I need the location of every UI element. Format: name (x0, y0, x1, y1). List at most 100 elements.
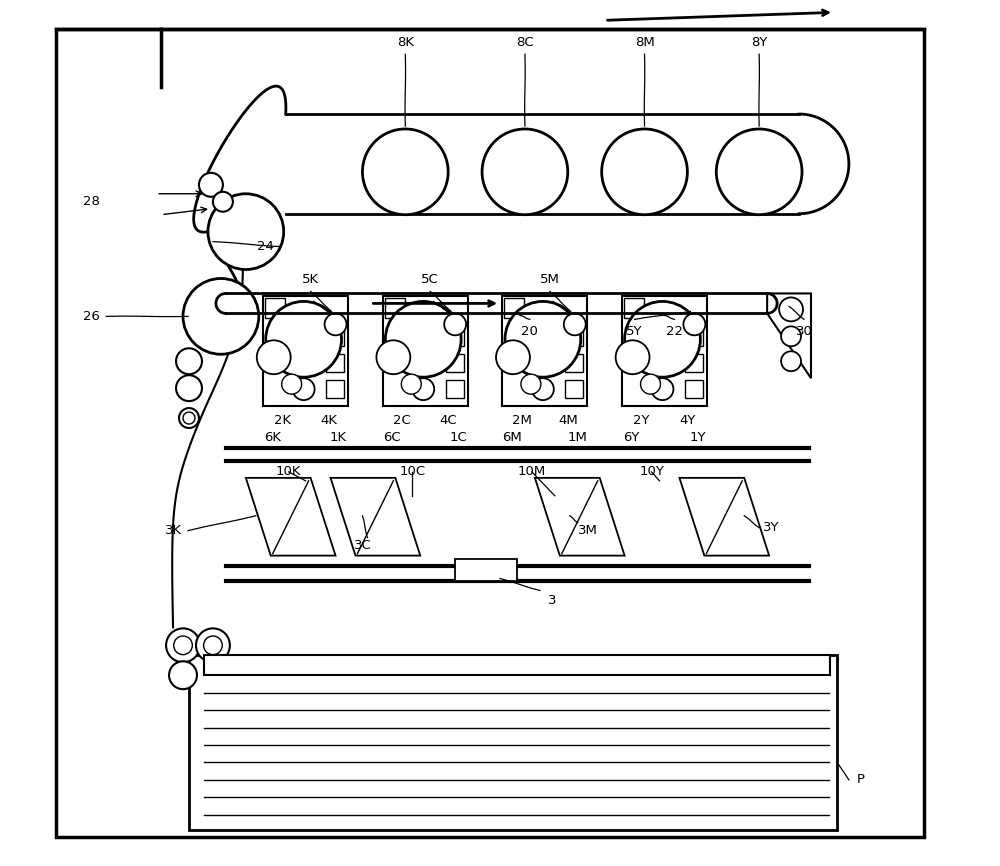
Bar (624, 299, 644, 319)
Bar (685, 328, 703, 346)
Circle shape (293, 378, 315, 400)
Circle shape (521, 374, 541, 394)
Text: 1M: 1M (568, 431, 588, 444)
Text: P: P (857, 773, 865, 786)
Text: 30: 30 (796, 325, 812, 338)
Text: 5C: 5C (421, 273, 439, 286)
Circle shape (444, 313, 466, 335)
Circle shape (781, 352, 801, 372)
Circle shape (183, 279, 259, 354)
Circle shape (385, 301, 461, 378)
Bar (446, 354, 464, 372)
Circle shape (779, 297, 803, 321)
Text: 6M: 6M (502, 431, 522, 444)
Bar (204, 656, 830, 675)
Circle shape (362, 129, 448, 215)
Bar (502, 296, 587, 406)
Bar (326, 354, 344, 372)
Text: 4K: 4K (320, 414, 337, 427)
Text: 22: 22 (666, 325, 683, 338)
Text: 1C: 1C (449, 431, 467, 444)
Circle shape (616, 340, 650, 374)
Circle shape (376, 340, 410, 374)
Bar (326, 328, 344, 346)
Bar (565, 328, 583, 346)
Polygon shape (679, 478, 769, 556)
Text: 2K: 2K (274, 414, 291, 427)
Circle shape (166, 629, 200, 662)
Text: 4C: 4C (439, 414, 457, 427)
Circle shape (652, 378, 673, 400)
Text: 26: 26 (83, 310, 100, 323)
Text: 3C: 3C (354, 540, 371, 553)
Circle shape (325, 313, 346, 335)
Circle shape (781, 326, 801, 346)
Circle shape (169, 662, 197, 689)
Text: 10K: 10K (276, 465, 301, 478)
Circle shape (564, 313, 586, 335)
Circle shape (208, 194, 284, 269)
Bar (504, 299, 524, 319)
Bar (56, 29, 924, 837)
Bar (565, 380, 583, 398)
Bar (622, 296, 707, 406)
Bar (385, 299, 405, 319)
Bar (326, 380, 344, 398)
Circle shape (204, 636, 222, 655)
Bar (383, 296, 468, 406)
Circle shape (683, 313, 705, 335)
Text: 3: 3 (548, 594, 556, 607)
Text: 24: 24 (257, 240, 274, 253)
Bar (446, 380, 464, 398)
Text: 8C: 8C (516, 36, 534, 48)
Text: 4M: 4M (558, 414, 578, 427)
Text: 4Y: 4Y (679, 414, 696, 427)
Bar (565, 354, 583, 372)
Text: 10C: 10C (399, 465, 425, 478)
Circle shape (176, 348, 202, 374)
Text: 3Y: 3Y (763, 521, 779, 534)
Circle shape (716, 129, 802, 215)
Circle shape (199, 173, 223, 197)
Circle shape (482, 129, 568, 215)
Circle shape (179, 408, 199, 428)
Circle shape (282, 374, 302, 394)
Text: 5M: 5M (540, 273, 560, 286)
Text: 10M: 10M (518, 465, 546, 478)
Text: 6Y: 6Y (623, 431, 640, 444)
Text: 3M: 3M (578, 524, 598, 537)
Text: 3K: 3K (164, 524, 182, 537)
Text: 2C: 2C (393, 414, 411, 427)
Circle shape (196, 629, 230, 662)
Circle shape (266, 301, 342, 378)
Circle shape (213, 191, 233, 211)
Text: 2M: 2M (512, 414, 532, 427)
Circle shape (641, 374, 660, 394)
Bar (265, 299, 285, 319)
Circle shape (174, 636, 192, 655)
Bar (263, 296, 348, 406)
Circle shape (401, 374, 421, 394)
Circle shape (183, 412, 195, 424)
Polygon shape (767, 294, 811, 378)
Bar (685, 354, 703, 372)
Circle shape (257, 340, 291, 374)
Polygon shape (535, 478, 625, 556)
Text: 8M: 8M (635, 36, 654, 48)
Text: 20: 20 (521, 325, 538, 338)
Text: 5K: 5K (302, 273, 319, 286)
Text: 8K: 8K (397, 36, 414, 48)
Bar (446, 328, 464, 346)
Polygon shape (246, 478, 336, 556)
Circle shape (496, 340, 530, 374)
Text: 2Y: 2Y (633, 414, 650, 427)
Text: 1K: 1K (330, 431, 347, 444)
Bar (455, 559, 517, 580)
Text: 6K: 6K (264, 431, 281, 444)
Bar (685, 380, 703, 398)
Text: 8Y: 8Y (751, 36, 767, 48)
Text: 10Y: 10Y (639, 465, 664, 478)
Circle shape (505, 301, 581, 378)
Circle shape (412, 378, 434, 400)
Circle shape (625, 301, 700, 378)
